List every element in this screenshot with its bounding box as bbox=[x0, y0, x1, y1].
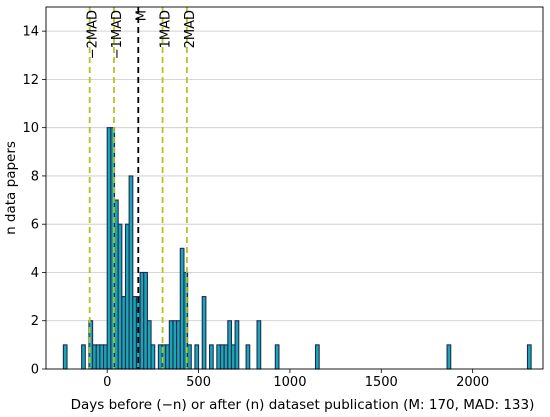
y-axis-ticks: 0 2 4 6 8 10 12 14 bbox=[22, 25, 46, 378]
x-axis-ticks: 0 500 1000 1500 2000 bbox=[103, 369, 489, 390]
histogram-bar bbox=[314, 344, 320, 370]
x-axis-label: Days before (−n) or after (n) dataset pu… bbox=[71, 397, 535, 413]
histogram-bar bbox=[208, 344, 214, 370]
x-tick-label: 2000 bbox=[456, 375, 489, 390]
x-tick-label: 500 bbox=[186, 375, 211, 390]
histogram-bar bbox=[446, 344, 452, 370]
histogram-bar bbox=[234, 320, 240, 370]
x-tick-label: 1000 bbox=[273, 375, 306, 390]
reference-line-label: 1MAD bbox=[159, 10, 174, 48]
y-tick-label: 2 bbox=[31, 314, 39, 329]
histogram-bar bbox=[187, 344, 192, 370]
x-tick-label: 1500 bbox=[365, 375, 398, 390]
y-tick-label: 12 bbox=[22, 73, 39, 88]
x-tick-label: 0 bbox=[103, 375, 111, 390]
histogram-bar bbox=[150, 344, 156, 370]
histogram-bar bbox=[245, 344, 251, 370]
reference-lines: −2MAD −1MAD M 1MAD 2MAD bbox=[86, 7, 198, 369]
histogram-bar bbox=[274, 344, 280, 370]
histogram-bar bbox=[526, 344, 532, 370]
histogram-bar bbox=[256, 320, 262, 370]
reference-line-label: −1MAD bbox=[110, 10, 125, 59]
histogram-bar bbox=[81, 344, 86, 370]
y-tick-label: 14 bbox=[22, 25, 39, 40]
y-axis-label: n data papers bbox=[3, 141, 19, 235]
histogram-bar bbox=[194, 344, 200, 370]
histogram-bar bbox=[62, 344, 68, 370]
plot-frame bbox=[45, 6, 544, 370]
y-tick-label: 0 bbox=[31, 363, 39, 378]
y-tick-label: 4 bbox=[31, 266, 39, 281]
y-tick-label: 10 bbox=[22, 121, 39, 136]
y-tick-label: 6 bbox=[31, 218, 39, 233]
bars bbox=[62, 127, 532, 370]
reference-line-label: −2MAD bbox=[86, 10, 101, 59]
reference-line-label: M bbox=[134, 10, 149, 21]
reference-line-label: 2MAD bbox=[183, 10, 198, 48]
histogram-bar bbox=[201, 296, 207, 370]
y-tick-label: 8 bbox=[31, 169, 39, 184]
